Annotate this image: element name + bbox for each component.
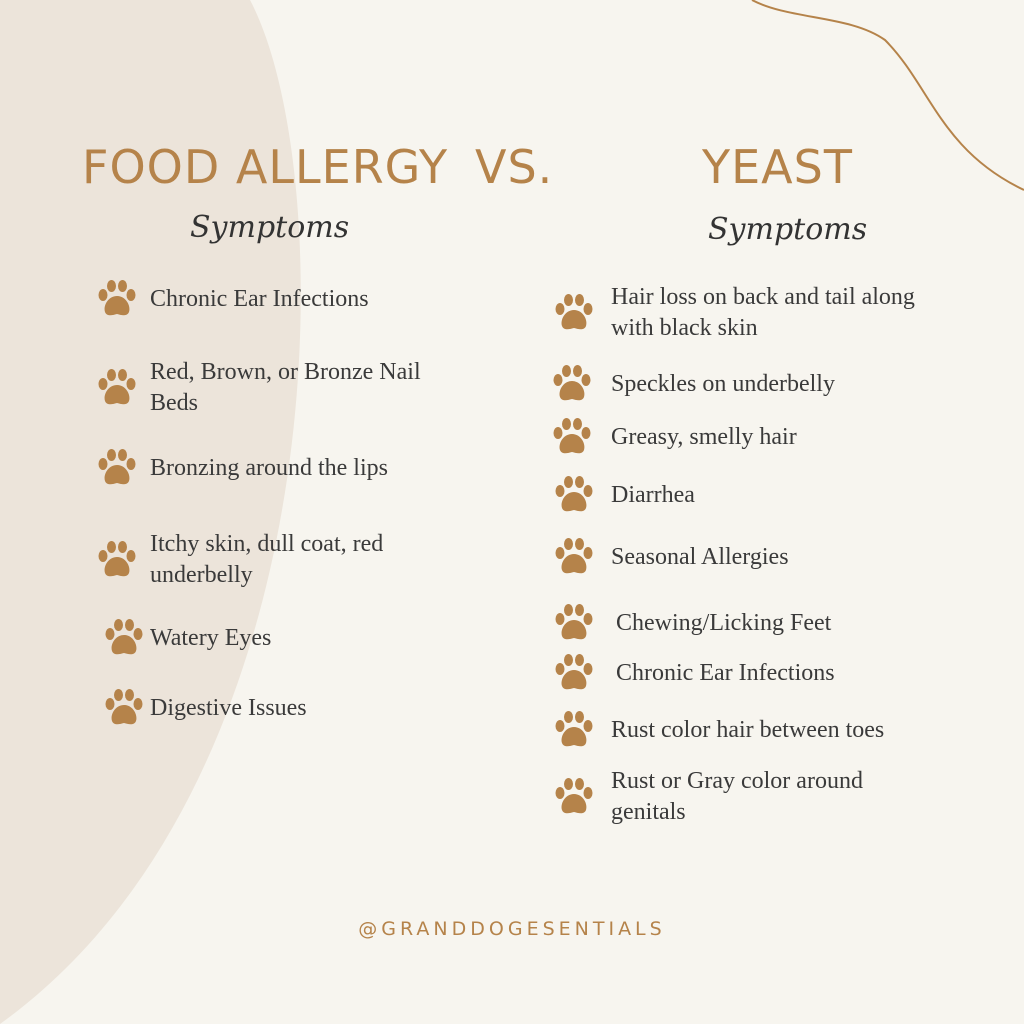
food-allergy-item: Chronic Ear Infections	[96, 280, 369, 318]
item-label: Chewing/Licking Feet	[616, 609, 832, 636]
food-allergy-title: FOOD ALLERGY	[82, 140, 449, 194]
yeast-item: Greasy, smelly hair	[551, 418, 797, 456]
yeast-item: Seasonal Allergies	[553, 538, 789, 576]
paw-icon	[555, 604, 593, 640]
item-label: Speckles on underbelly	[611, 370, 835, 397]
yeast-item: Chewing/Licking Feet	[553, 604, 831, 642]
vs-title: VS.	[475, 140, 554, 194]
paw-icon	[105, 689, 143, 725]
item-label: Rust color hair between toes	[611, 716, 885, 743]
paw-icon	[98, 449, 136, 485]
paw-icon	[555, 778, 593, 814]
paw-icon	[555, 294, 593, 330]
yeast-item: Diarrhea	[553, 476, 695, 514]
yeast-item: Rust color hair between toes	[553, 711, 884, 749]
paw-icon	[555, 654, 593, 690]
food-allergy-item: Watery Eyes	[103, 619, 271, 657]
paw-icon	[555, 476, 593, 512]
yeast-item: Hair loss on back and tail along with bla…	[553, 282, 915, 344]
yeast-item: Speckles on underbelly	[551, 365, 835, 403]
item-label: Chronic Ear Infections	[616, 659, 835, 686]
food-allergy-item: Digestive Issues	[103, 689, 307, 727]
yeast-title: YEAST	[702, 140, 853, 194]
food-allergy-item: Itchy skin, dull coat, red underbelly	[96, 529, 383, 591]
item-label: Chronic Ear Infections	[150, 285, 369, 312]
item-label: Seasonal Allergies	[611, 543, 789, 570]
item-label: Bronzing around the lips	[150, 454, 388, 481]
yeast-item: Rust or Gray color around genitals	[553, 766, 863, 828]
item-label: Itchy skin, dull coat, red underbelly	[150, 531, 384, 588]
paw-icon	[98, 280, 136, 316]
food-allergy-subtitle: Symptoms	[190, 210, 350, 245]
item-label: Watery Eyes	[150, 624, 272, 651]
social-handle: @GRANDDOGESENTIALS	[358, 918, 666, 940]
paw-icon	[98, 369, 136, 405]
food-allergy-item: Red, Brown, or Bronze Nail Beds	[96, 357, 421, 419]
paw-icon	[98, 541, 136, 577]
decorative-curve-line	[751, 0, 1024, 191]
item-label: Hair loss on back and tail along with bla…	[611, 284, 915, 341]
paw-icon	[105, 619, 143, 655]
yeast-subtitle: Symptoms	[708, 212, 868, 247]
item-label: Greasy, smelly hair	[611, 423, 797, 450]
yeast-item: Chronic Ear Infections	[553, 654, 835, 692]
background-circle	[0, 0, 301, 1024]
item-label: Digestive Issues	[150, 694, 307, 721]
paw-icon	[553, 365, 591, 401]
food-allergy-item: Bronzing around the lips	[96, 449, 388, 487]
item-label: Diarrhea	[611, 481, 695, 508]
item-label: Rust or Gray color around genitals	[611, 768, 863, 825]
paw-icon	[555, 711, 593, 747]
paw-icon	[555, 538, 593, 574]
item-label: Red, Brown, or Bronze Nail Beds	[150, 359, 421, 416]
paw-icon	[553, 418, 591, 454]
